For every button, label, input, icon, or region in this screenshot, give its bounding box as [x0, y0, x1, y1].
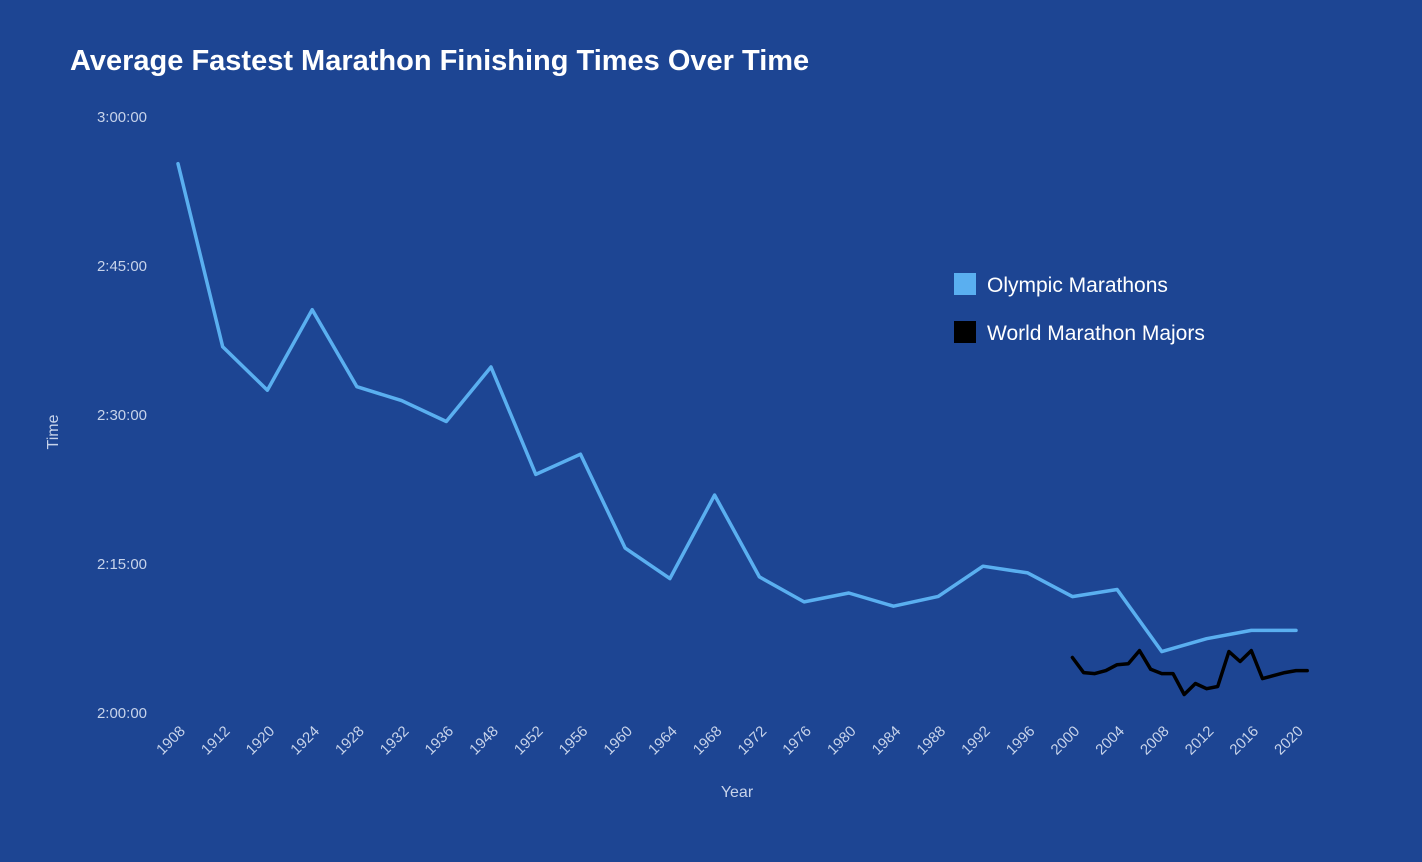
x-tick-label: 1936	[422, 723, 458, 759]
x-tick-label: 1912	[198, 723, 234, 759]
x-tick-label: 1980	[824, 723, 860, 759]
x-tick-label: 1984	[869, 723, 905, 759]
y-axis: 3:00:00 2:45:00 2:30:00 2:15:00 2:00:00	[97, 109, 147, 722]
x-tick-label: 1972	[735, 723, 771, 759]
series-line-world-marathon-majors	[1070, 648, 1309, 697]
x-tick-label: 1932	[377, 723, 413, 759]
y-tick-label: 2:45:00	[97, 258, 147, 275]
y-tick-label: 2:15:00	[97, 556, 147, 573]
y-tick-label: 2:30:00	[97, 407, 147, 424]
x-tick-label: 1996	[1003, 723, 1039, 759]
legend-label: Olympic Marathons	[987, 274, 1168, 297]
x-axis: 1908 1912 1920 1924 1928 1932 1936 1948 1952 1956…	[153, 723, 1307, 759]
x-tick-label: 1964	[645, 723, 681, 759]
x-tick-label: 2000	[1048, 723, 1084, 759]
x-tick-label: 1956	[556, 723, 592, 759]
legend-swatch	[954, 273, 976, 295]
x-tick-label: 1908	[153, 723, 189, 759]
x-tick-label: 1968	[690, 723, 726, 759]
y-tick-label: 2:00:00	[97, 705, 147, 722]
series-line-olympic-marathons	[176, 161, 1298, 654]
legend-swatch	[954, 321, 976, 343]
x-tick-label: 1976	[779, 723, 815, 759]
x-tick-label: 2008	[1137, 723, 1173, 759]
x-tick-label: 1924	[287, 723, 323, 759]
chart-title: Average Fastest Marathon Finishing Times…	[70, 45, 809, 77]
x-tick-label: 2004	[1092, 723, 1128, 759]
y-axis-title: Time	[45, 414, 62, 449]
x-axis-title: Year	[721, 784, 754, 801]
legend: Olympic Marathons World Marathon Majors	[954, 273, 1205, 345]
x-tick-label: 1920	[243, 723, 279, 759]
x-tick-label: 1948	[466, 723, 502, 759]
x-tick-label: 2012	[1182, 723, 1218, 759]
x-tick-label: 1992	[958, 723, 994, 759]
plot-lines	[176, 161, 1309, 697]
x-tick-label: 1960	[600, 723, 636, 759]
x-tick-label: 1988	[913, 723, 949, 759]
x-tick-label: 1952	[511, 723, 547, 759]
x-tick-label: 1928	[332, 723, 368, 759]
legend-label: World Marathon Majors	[987, 322, 1205, 345]
x-tick-label: 2020	[1271, 723, 1307, 759]
x-tick-label: 2016	[1226, 723, 1262, 759]
y-tick-label: 3:00:00	[97, 109, 147, 126]
